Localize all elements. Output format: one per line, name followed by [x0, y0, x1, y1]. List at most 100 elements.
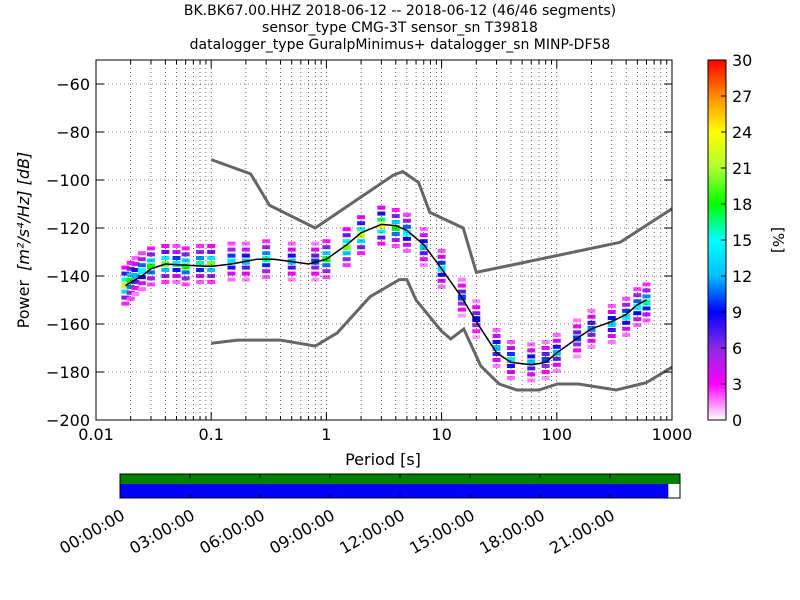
density-cell	[287, 277, 296, 282]
density-cell	[161, 244, 170, 248]
density-cell	[527, 372, 536, 377]
density-cell	[342, 251, 351, 256]
density-cell	[137, 257, 146, 262]
timeline-tick-label: 12:00:00	[336, 505, 408, 557]
density-cell	[207, 268, 216, 272]
data-availability-bar	[120, 484, 669, 498]
density-cell	[391, 208, 400, 212]
axes-layer: 0.01 0.1 1 10 100 1000 −200 −180 −160 −140 −120 −10…	[46, 59, 693, 444]
density-cell	[172, 268, 181, 272]
density-cell	[622, 308, 631, 313]
density-cell	[541, 376, 550, 380]
density-cell	[322, 275, 331, 280]
density-cell	[342, 263, 351, 268]
density-cell	[457, 307, 466, 312]
density-cell	[622, 332, 631, 337]
density-cell	[419, 263, 428, 268]
density-cell	[506, 340, 515, 344]
density-cell	[642, 312, 651, 317]
density-cell	[457, 283, 466, 288]
density-cell	[633, 317, 642, 322]
density-cell	[342, 257, 351, 262]
y-axis-label-main: Power	[14, 280, 33, 329]
density-cell	[573, 342, 582, 347]
density-cell	[227, 258, 236, 265]
density-cell	[241, 241, 250, 246]
density-cell	[311, 247, 320, 252]
density-cell	[492, 364, 501, 368]
density-cell	[357, 239, 366, 244]
colorbar-label: [%]	[769, 227, 787, 253]
density-cell	[262, 269, 271, 274]
mean-psd-curve	[125, 223, 647, 366]
y-tick-label: −100	[46, 171, 90, 190]
density-cell	[437, 284, 446, 289]
colorbar-tick-label: 27	[732, 87, 752, 106]
density-cell	[322, 251, 331, 256]
density-cell	[377, 241, 386, 246]
density-cell	[121, 277, 130, 282]
x-tick-label: 10	[431, 425, 451, 444]
density-cell	[377, 205, 386, 210]
colorbar-tick-label: 18	[732, 195, 752, 214]
density-cell	[161, 256, 170, 260]
density-cell	[196, 244, 205, 248]
density-cell	[322, 239, 331, 244]
density-cell	[457, 289, 466, 294]
x-tick-label: 0.01	[78, 425, 114, 444]
density-cell	[506, 352, 515, 356]
y-tick-label: −200	[46, 411, 90, 430]
density-cell	[161, 280, 170, 284]
density-cell	[207, 256, 216, 260]
density-cell	[311, 271, 320, 276]
density-cell	[121, 289, 130, 294]
density-cell	[527, 359, 536, 366]
density-cell	[342, 227, 351, 232]
density-cell	[287, 271, 296, 276]
density-cell	[552, 368, 561, 373]
density-cell	[241, 253, 250, 258]
timeline-tick-label: 03:00:00	[126, 505, 198, 557]
density-cell	[419, 244, 428, 251]
y-tick-label: −60	[56, 75, 90, 94]
density-cell	[311, 241, 320, 246]
timeline-tick-label: 18:00:00	[476, 505, 548, 557]
y-tick-label: −140	[46, 267, 90, 286]
y-tick-label: −80	[56, 123, 90, 142]
x-tick-label: 1000	[652, 425, 693, 444]
colorbar: 0 3 6 9 12 15 18 21 24 27 30	[707, 51, 752, 430]
density-cell	[241, 277, 250, 282]
density-cell	[121, 271, 130, 276]
x-tick-label: 0.1	[198, 425, 223, 444]
density-cell	[457, 277, 466, 282]
density-cell	[402, 212, 411, 217]
density-cell	[633, 311, 642, 316]
colorbar-tick-label: 12	[732, 267, 752, 286]
density-cell	[146, 276, 155, 281]
density-cell	[227, 277, 236, 282]
density-cell	[207, 280, 216, 284]
density-cell	[633, 293, 642, 298]
density-cell	[457, 301, 466, 306]
density-cell	[587, 344, 596, 349]
density-cell	[633, 323, 642, 328]
density-cell	[172, 256, 181, 260]
colorbar-tick-label: 3	[732, 375, 742, 394]
density-cell	[472, 316, 481, 323]
density-cell	[181, 276, 190, 281]
density-cell	[402, 224, 411, 229]
heatmap-layer	[121, 205, 651, 383]
density-cell	[402, 248, 411, 253]
density-cell	[633, 287, 642, 292]
colorbar-tick-label: 15	[732, 231, 752, 250]
density-cell	[472, 299, 481, 304]
density-cell	[437, 272, 446, 277]
density-cell	[241, 271, 250, 276]
timeline-tick-label: 21:00:00	[546, 505, 618, 557]
density-cell	[262, 263, 271, 268]
density-cell	[527, 348, 536, 353]
density-cell	[121, 301, 130, 306]
density-cell	[573, 324, 582, 329]
density-cell	[227, 247, 236, 252]
